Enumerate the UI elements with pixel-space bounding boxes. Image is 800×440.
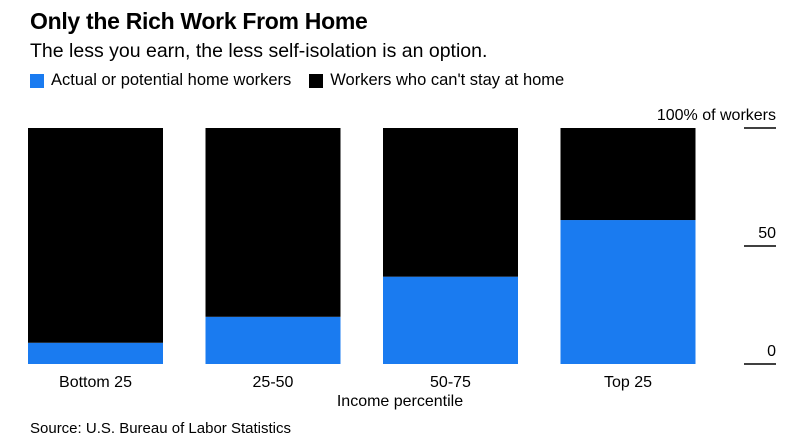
legend-label-home-workers: Actual or potential home workers (51, 71, 292, 89)
bar-top-25-cant-stay-home (560, 128, 696, 221)
y-tick-label-50: 50 (758, 225, 776, 242)
x-tick-label-50-75: 50-75 (430, 374, 471, 391)
stacked-bar-chart: Bottom 25 25-50 50-75 Top 25 100% of workers… (28, 107, 776, 410)
bar-bottom-25-home-workers (28, 342, 163, 364)
legend-item-cant-stay-home: Workers who can't stay at home (309, 71, 564, 90)
chart-subtitle: The less you earn, the less self-isolati… (30, 40, 488, 62)
y-tick-label-100: 100% of workers (657, 107, 776, 124)
chart-legend: Actual or potential home workers Workers… (30, 71, 582, 90)
bar-25-50-cant-stay-home (205, 128, 341, 317)
y-tick-label-0: 0 (767, 343, 776, 360)
x-tick-label-bottom-25: Bottom 25 (59, 374, 132, 391)
bar-50-75-home-workers (383, 276, 518, 364)
legend-label-cant-stay-home: Workers who can't stay at home (330, 71, 565, 89)
source-note: Source: U.S. Bureau of Labor Statistics (30, 420, 291, 437)
bar-bottom-25-cant-stay-home (28, 128, 163, 343)
bar-50-75-cant-stay-home (383, 128, 518, 277)
legend-swatch-cant-stay-home (309, 73, 324, 88)
legend-swatch-home-workers (30, 73, 44, 88)
x-tick-label-top-25: Top 25 (604, 374, 652, 391)
x-axis-title: Income percentile (337, 393, 463, 410)
bar-25-50-home-workers (205, 316, 341, 364)
chart-title: Only the Rich Work From Home (30, 8, 368, 34)
x-tick-label-25-50: 25-50 (253, 374, 294, 391)
legend-item-home-workers: Actual or potential home workers (30, 71, 291, 90)
bar-top-25-home-workers (560, 220, 696, 364)
